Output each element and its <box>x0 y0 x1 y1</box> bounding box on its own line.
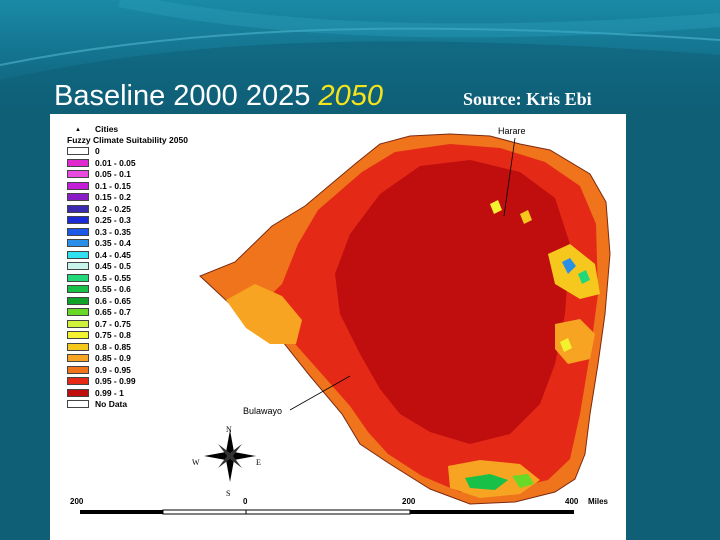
legend-swatch <box>67 331 89 339</box>
legend-swatch <box>67 147 89 155</box>
legend-swatch <box>67 388 89 397</box>
legend-swatch <box>67 239 89 247</box>
legend-swatch <box>67 204 89 213</box>
legend-label: 0 <box>95 146 100 156</box>
legend-label: 0.1 - 0.15 <box>95 180 131 191</box>
legend-label: 0.25 - 0.3 <box>95 215 131 225</box>
legend-label: 0.45 - 0.5 <box>95 261 131 271</box>
legend-label: 0.65 - 0.7 <box>95 307 131 317</box>
legend-swatch <box>67 377 89 385</box>
legend-swatch <box>67 227 89 236</box>
legend-swatch <box>67 158 89 167</box>
compass-south: S <box>226 489 231 498</box>
legend-swatch <box>67 193 89 201</box>
scale-label-left: 200 <box>70 497 84 506</box>
scale-bar <box>80 509 574 515</box>
legend-swatch <box>67 262 89 270</box>
slide-title: Baseline 2000 2025 2050 <box>54 80 383 113</box>
legend-swatch <box>67 400 89 408</box>
legend-label: 0.15 - 0.2 <box>95 192 131 202</box>
map-panel: ▲ Cities Fuzzy Climate Suitability 2050 … <box>50 114 626 540</box>
city-label-harare: Harare <box>498 126 526 136</box>
scale-label-mid: 200 <box>402 497 416 506</box>
legend-swatch <box>67 342 89 351</box>
legend-cities-label: Cities <box>95 124 119 134</box>
legend-swatch <box>67 308 89 316</box>
north-arrow <box>204 430 256 482</box>
legend-swatch <box>67 181 89 190</box>
legend-swatch <box>67 250 89 259</box>
legend-swatch <box>67 216 89 224</box>
compass-east: E <box>256 458 261 467</box>
legend-label: 0.5 - 0.55 <box>95 272 131 283</box>
legend-label: 0.3 - 0.35 <box>95 226 131 237</box>
city-label-bulawayo: Bulawayo <box>243 406 283 416</box>
legend-label: 0.35 - 0.4 <box>95 238 131 248</box>
scale-label-zero: 0 <box>243 497 248 506</box>
legend-swatch <box>67 354 89 362</box>
title-highlight-year: 2050 <box>318 80 383 112</box>
legend-label: 0.05 - 0.1 <box>95 169 131 179</box>
city-marker-icon: ▲ <box>75 127 81 133</box>
legend-swatch <box>67 319 89 328</box>
legend-label: 0.99 - 1 <box>95 387 124 398</box>
scale-label-unit: Miles <box>588 497 609 506</box>
legend-label: 0.55 - 0.6 <box>95 284 131 294</box>
legend-swatch <box>67 285 89 293</box>
legend-label: 0.01 - 0.05 <box>95 157 136 168</box>
legend-label: 0.75 - 0.8 <box>95 330 131 340</box>
legend-label: 0.85 - 0.9 <box>95 353 131 363</box>
legend-label: No Data <box>95 399 128 409</box>
climate-map <box>80 133 611 515</box>
legend-swatch <box>67 170 89 178</box>
legend-swatch <box>67 296 89 305</box>
legend-label: 0.95 - 0.99 <box>95 376 136 386</box>
legend-label: 0.7 - 0.75 <box>95 318 131 329</box>
legend-title-text: Fuzzy Climate Suitability 2050 <box>67 135 188 145</box>
legend-label: 0.8 - 0.85 <box>95 341 131 352</box>
compass-west: W <box>192 458 200 467</box>
compass-north: N <box>226 425 232 434</box>
legend-swatch <box>67 365 89 374</box>
title-years: Baseline 2000 2025 <box>54 80 319 112</box>
legend-swatch <box>67 273 89 282</box>
header-band <box>0 0 720 110</box>
scale-label-right: 400 <box>565 497 579 506</box>
source-credit: Source: Kris Ebi <box>463 89 592 109</box>
legend-label: 0.6 - 0.65 <box>95 295 131 306</box>
legend-label: 0.2 - 0.25 <box>95 203 131 214</box>
header-swoosh <box>0 0 720 110</box>
legend-label: 0.4 - 0.45 <box>95 249 131 260</box>
legend-label: 0.9 - 0.95 <box>95 364 131 375</box>
